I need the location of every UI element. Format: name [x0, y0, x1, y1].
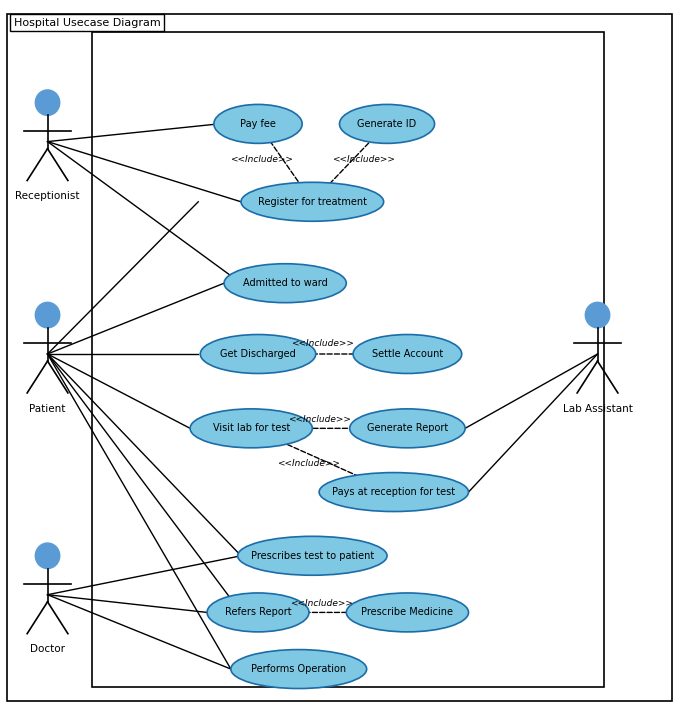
Text: <<Include>>: <<Include>> — [288, 415, 350, 423]
Text: Lab Assistant: Lab Assistant — [563, 404, 632, 413]
Text: Register for treatment: Register for treatment — [258, 197, 367, 207]
Text: <<Include>>: <<Include>> — [291, 339, 354, 348]
Text: Doctor: Doctor — [30, 644, 65, 654]
Circle shape — [35, 543, 60, 569]
Text: Visit lab for test: Visit lab for test — [213, 423, 290, 433]
Text: Prescribe Medicine: Prescribe Medicine — [361, 607, 454, 617]
Ellipse shape — [340, 104, 435, 143]
Text: Get Discharged: Get Discharged — [220, 349, 296, 359]
Text: <<Include>>: <<Include>> — [278, 459, 340, 468]
Text: Performs Operation: Performs Operation — [251, 664, 346, 674]
Text: <<Include>>: <<Include>> — [332, 155, 394, 164]
Ellipse shape — [353, 334, 462, 374]
Circle shape — [35, 90, 60, 115]
Ellipse shape — [190, 409, 312, 447]
Text: Pay fee: Pay fee — [240, 119, 276, 129]
Ellipse shape — [200, 334, 316, 374]
Circle shape — [35, 302, 60, 328]
Text: Generate Report: Generate Report — [367, 423, 448, 433]
Ellipse shape — [238, 537, 387, 575]
Text: Generate ID: Generate ID — [357, 119, 417, 129]
Circle shape — [585, 302, 610, 328]
Text: Patient: Patient — [29, 404, 66, 413]
Ellipse shape — [346, 593, 469, 632]
Ellipse shape — [241, 183, 384, 221]
Ellipse shape — [319, 473, 469, 511]
Ellipse shape — [224, 264, 346, 303]
Text: Refers Report: Refers Report — [225, 607, 291, 617]
Text: Settle Account: Settle Account — [372, 349, 443, 359]
Text: <<Include>>: <<Include>> — [230, 155, 293, 164]
Ellipse shape — [214, 104, 302, 143]
Text: Pays at reception for test: Pays at reception for test — [332, 487, 456, 497]
Ellipse shape — [350, 409, 465, 447]
Text: Admitted to ward: Admitted to ward — [243, 278, 327, 288]
Text: Prescribes test to patient: Prescribes test to patient — [251, 551, 374, 561]
Text: Hospital Usecase Diagram: Hospital Usecase Diagram — [14, 18, 160, 28]
FancyBboxPatch shape — [92, 32, 604, 687]
Text: <<Include>>: <<Include>> — [290, 599, 352, 607]
FancyBboxPatch shape — [7, 14, 672, 701]
Ellipse shape — [231, 650, 367, 688]
Text: Receptionist: Receptionist — [16, 191, 79, 201]
Ellipse shape — [207, 593, 309, 632]
